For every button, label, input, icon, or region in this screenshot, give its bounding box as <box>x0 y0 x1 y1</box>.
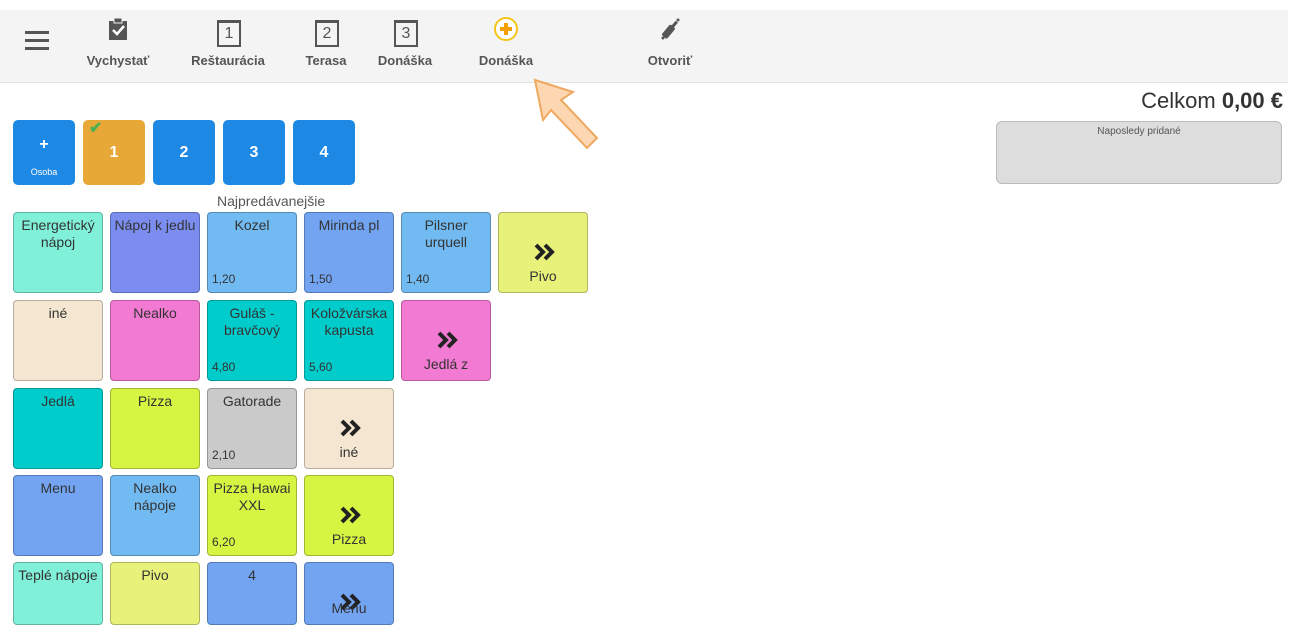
product-tile[interactable]: Jedlá <box>13 388 103 469</box>
tile-label: Nápoj k jedlu <box>114 217 196 233</box>
product-tile[interactable]: Guláš - bravčový 4,80 <box>207 300 297 381</box>
number-icon: 1 <box>217 20 241 47</box>
chevron-icon <box>340 593 361 611</box>
toolbar-label: Otvoriť <box>647 53 693 68</box>
total-label: Celkom <box>1141 88 1216 113</box>
tile-label: Kozel <box>234 217 270 233</box>
product-tile[interactable]: iné <box>13 300 103 381</box>
product-tile[interactable]: Nealko nápoje <box>110 475 200 556</box>
product-tile[interactable]: Menu <box>304 562 394 625</box>
number-icon: 3 <box>394 20 418 47</box>
tile-price: 1,50 <box>309 272 333 286</box>
toolbar: Vychystať 1 Reštaurácia 2 Terasa 3 Donáška Doná… <box>0 10 1288 83</box>
product-tile[interactable]: iné <box>304 388 394 469</box>
recent-panel: Naposledy pridané <box>996 121 1282 184</box>
tile-label: Menu <box>40 480 76 496</box>
menu-icon[interactable] <box>25 30 51 52</box>
tile-label: Pilsner urquell <box>424 217 468 250</box>
product-tile[interactable]: Nealko <box>110 300 200 381</box>
tile-label: Koložvárska kapusta <box>310 305 388 338</box>
tile-label: Teplé nápoje <box>18 567 98 583</box>
product-tile[interactable]: Menu <box>13 475 103 556</box>
product-tile[interactable]: Kozel 1,20 <box>207 212 297 293</box>
product-tile[interactable]: Pizza Hawai XXL 6,20 <box>207 475 297 556</box>
tile-price: 5,60 <box>309 360 333 374</box>
pointer-arrow <box>533 78 599 150</box>
product-tile[interactable]: Energetický nápoj <box>13 212 103 293</box>
chevron-icon <box>534 243 555 261</box>
add-icon: + <box>39 136 49 153</box>
tile-label: Menu <box>331 600 367 616</box>
tile-label: Guláš - bravčový <box>223 305 281 338</box>
product-tile[interactable]: Mirinda pl 1,50 <box>304 212 394 293</box>
product-tile[interactable]: Pivo <box>498 212 588 293</box>
number-icon: 2 <box>315 20 339 47</box>
product-tile[interactable]: Koložvárska kapusta 5,60 <box>304 300 394 381</box>
tile-price: 4,80 <box>212 360 236 374</box>
tile-label: Gatorade <box>222 393 282 409</box>
person-button[interactable]: 3 <box>223 120 285 185</box>
product-tile[interactable]: Pilsner urquell 1,40 <box>401 212 491 293</box>
tile-label: Nealko <box>133 305 177 321</box>
product-tile[interactable]: Pizza <box>304 475 394 556</box>
toolbar-label: Vychystať <box>86 53 150 68</box>
section-title: Najpredávanejšie <box>217 193 326 209</box>
product-tile[interactable]: Teplé nápoje <box>13 562 103 625</box>
total-amount: 0,00 € <box>1221 88 1283 113</box>
toolbar-label: Terasa <box>305 53 347 68</box>
toolbar-icon <box>494 17 518 41</box>
toolbar-icon <box>109 17 127 40</box>
tile-label: 4 <box>248 567 256 583</box>
chevron-icon <box>340 506 361 524</box>
tile-label: Pivo <box>141 567 169 583</box>
tile-label: Nealko nápoje <box>133 480 177 513</box>
tile-label: Mirinda pl <box>318 217 380 233</box>
person-button[interactable]: 1 ✔ <box>83 120 145 185</box>
tile-label: Pizza <box>331 531 367 547</box>
product-tile[interactable]: 4 <box>207 562 297 625</box>
check-mark: ✔ <box>89 120 103 137</box>
tile-label: Pizza <box>137 393 173 409</box>
tile-label: Pivo <box>529 268 557 284</box>
toolbar-label: Donáška <box>377 53 433 68</box>
tile-label: Jedlá <box>41 393 75 409</box>
tile-label: iné <box>48 305 68 321</box>
add-person[interactable]: + Osoba <box>13 120 75 185</box>
tile-label: Energetický nápoj <box>21 217 95 250</box>
toolbar-label: Reštaurácia <box>191 53 265 68</box>
product-tile[interactable]: Gatorade 2,10 <box>207 388 297 469</box>
product-tile[interactable]: Nápoj k jedlu <box>110 212 200 293</box>
tile-label: Jedlá z <box>423 356 469 372</box>
total: Celkom 0,00 € <box>1141 88 1283 114</box>
product-tile[interactable]: Pizza <box>110 388 200 469</box>
tile-price: 2,10 <box>212 448 236 462</box>
tile-label: Pizza Hawai XXL <box>213 480 291 513</box>
product-tile[interactable]: Pivo <box>110 562 200 625</box>
recent-title: Naposledy pridané <box>1097 126 1181 137</box>
chevron-icon <box>437 331 458 349</box>
toolbar-icon <box>661 18 680 40</box>
person-button[interactable]: 2 <box>153 120 215 185</box>
tile-price: 1,40 <box>406 272 430 286</box>
add-label: Osoba <box>30 167 58 177</box>
toolbar-label: Donáška <box>478 53 534 68</box>
chevron-icon <box>340 419 361 437</box>
tile-price: 6,20 <box>212 535 236 549</box>
tile-label: iné <box>339 444 359 460</box>
tile-price: 1,20 <box>212 272 236 286</box>
person-button[interactable]: 4 <box>293 120 355 185</box>
product-tile[interactable]: Jedlá z <box>401 300 491 381</box>
